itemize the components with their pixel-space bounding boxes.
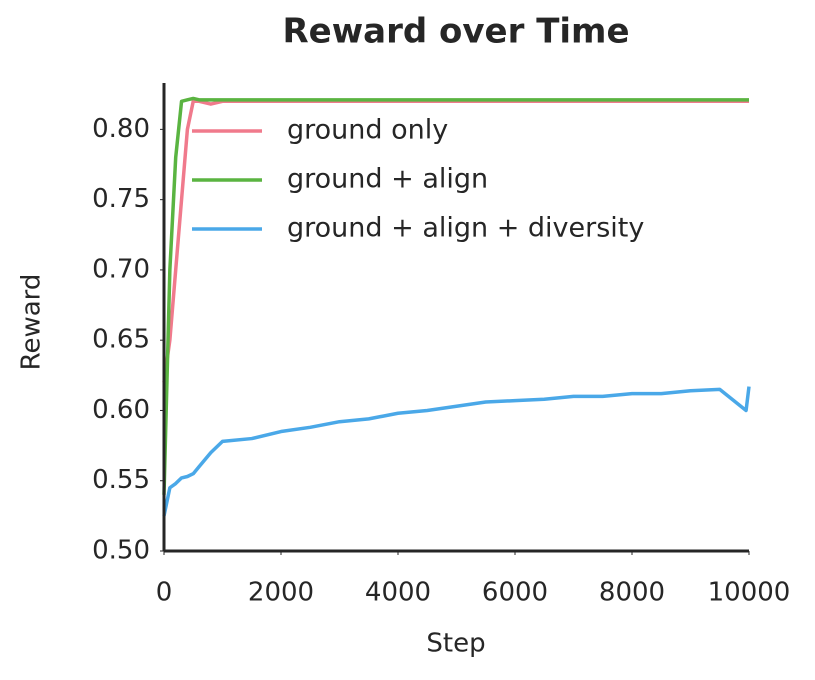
x-tick-label: 0 <box>156 578 173 608</box>
chart-title: Reward over Time <box>282 12 629 52</box>
legend-label: ground + align + diversity <box>287 213 644 244</box>
y-tick-label: 0.70 <box>92 254 150 284</box>
x-tick-label: 6000 <box>482 578 548 608</box>
y-tick-label: 0.80 <box>92 114 150 144</box>
y-tick-label: 0.50 <box>92 536 150 566</box>
y-tick-label: 0.55 <box>92 465 150 495</box>
y-tick-label: 0.65 <box>92 325 150 355</box>
x-tick-label: 8000 <box>599 578 665 608</box>
y-tick-label: 0.60 <box>92 395 150 425</box>
x-tick-label: 2000 <box>248 578 314 608</box>
y-axis-label: Reward <box>17 274 47 371</box>
x-tick-label: 10000 <box>708 578 791 608</box>
series-line <box>162 386 751 517</box>
series-line <box>162 96 749 495</box>
y-tick-label: 0.75 <box>92 184 150 214</box>
x-tick-label: 4000 <box>365 578 431 608</box>
legend-label: ground + align <box>287 164 488 195</box>
x-axis-label: Step <box>426 629 485 659</box>
legend-label: ground only <box>287 115 448 146</box>
